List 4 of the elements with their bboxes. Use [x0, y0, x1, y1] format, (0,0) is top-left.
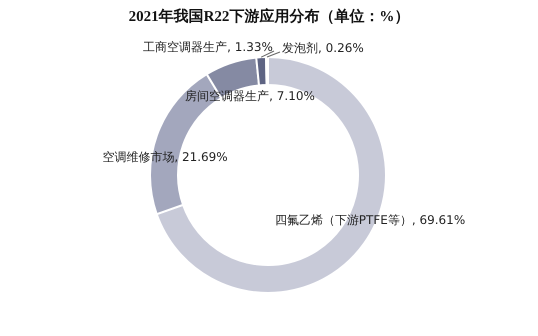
- slice-label: 四氟乙烯（下游PTFE等）, 69.61%: [274, 213, 466, 227]
- slice-label: 工商空调器生产, 1.33%: [143, 40, 273, 54]
- slice-label: 发泡剂, 0.26%: [282, 41, 364, 55]
- chart-title: 2021年我国R22下游应用分布（单位：%）: [128, 7, 410, 25]
